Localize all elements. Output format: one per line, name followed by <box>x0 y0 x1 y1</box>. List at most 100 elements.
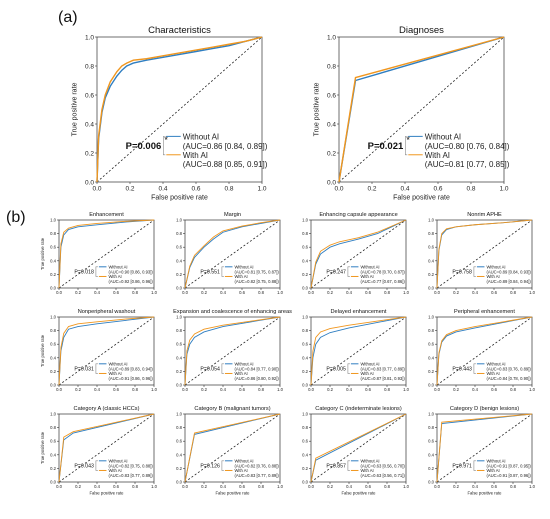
y-tick-label: 0.2 <box>302 369 308 374</box>
y-tick-label: 0.6 <box>302 439 308 444</box>
legend-entry: With AI <box>183 151 208 160</box>
legend-entry: Without AI <box>360 459 379 464</box>
x-tick-label: 1.0 <box>151 484 157 489</box>
x-tick-label: 1.0 <box>499 186 508 193</box>
y-tick-label: 1.0 <box>327 34 336 41</box>
y-tick-label: 1.0 <box>428 411 434 416</box>
x-tick-label: 0.6 <box>433 186 442 193</box>
roc-curve-without-ai <box>58 219 155 289</box>
y-tick-label: 0.2 <box>428 466 434 471</box>
y-tick-label: 0.6 <box>428 245 434 250</box>
roc-curve-without-ai <box>310 316 407 386</box>
x-tick-label: 1.0 <box>403 290 409 295</box>
legend-entry: (AUC=0.81 [0.75, 0.87]) <box>234 269 279 274</box>
chance-diagonal <box>436 219 533 289</box>
x-axis-label: False positive rate <box>151 195 208 202</box>
y-tick-label: 0.8 <box>50 231 56 236</box>
p-value-label: P=0.043 <box>74 463 94 469</box>
legend-entry: (AUC=0.89 [0.83, 0.94]) <box>108 366 153 371</box>
plot-frame <box>310 413 407 483</box>
legend-entry: Without AI <box>234 459 253 464</box>
legend-entry: (AUC=0.83 [0.76, 0.89]) <box>486 366 531 371</box>
chart-title: Enhancement <box>89 212 124 218</box>
y-tick-label: 0.6 <box>85 92 94 99</box>
chart-title: Expansion and coalescence of enhancing a… <box>173 309 292 315</box>
x-tick-label: 0.0 <box>92 186 101 193</box>
p-value-bracket <box>95 266 98 277</box>
y-tick-label: 1.0 <box>302 314 308 319</box>
legend-entry: Without AI <box>108 459 127 464</box>
roc-chart: Enhancing capsule appearance 0.0 0.2 0.4 0.6… <box>302 212 409 295</box>
x-tick-label: 1.0 <box>403 484 409 489</box>
x-tick-label: 0.2 <box>453 387 459 392</box>
x-tick-label: 0.0 <box>434 484 440 489</box>
x-tick-label: 0.6 <box>239 484 245 489</box>
chance-diagonal <box>338 36 505 183</box>
legend-entry: (AUC=0.78 [0.70, 0.87]) <box>360 269 405 274</box>
x-tick-label: 1.0 <box>277 484 283 489</box>
y-tick-label: 0.4 <box>428 452 434 457</box>
y-tick-label: 1.0 <box>50 314 56 319</box>
x-axis-label: False positive rate <box>342 490 377 495</box>
y-tick-label: 0.6 <box>302 342 308 347</box>
y-tick-label: 0.4 <box>327 121 336 128</box>
p-value-label: P=0.054 <box>200 366 220 372</box>
y-tick-label: 0.2 <box>176 272 182 277</box>
legend-entry: (AUC=0.91 [0.87, 0.95]) <box>486 463 531 468</box>
legend-entry: With AI <box>108 468 121 473</box>
roc-curve-with-ai <box>96 36 263 183</box>
roc-chart: Nonrim APHE 0.0 0.2 0.4 0.6 0.8 1.0 0.0 0.2 0.4 0.… <box>428 212 535 295</box>
chance-diagonal <box>184 316 281 386</box>
roc-curve-with-ai <box>184 219 281 289</box>
legend-entry: (AUC=0.83 [0.77, 0.89]) <box>360 366 405 371</box>
legend-entry: Without AI <box>234 362 253 367</box>
roc-chart: Peripheral enhancement 0.0 0.2 0.4 0.6 0.8 1.0… <box>428 309 535 392</box>
y-tick-label: 0.0 <box>428 479 434 484</box>
roc-curve-with-ai <box>436 413 533 483</box>
legend-entry: (AUC=0.84 [0.78, 0.90]) <box>486 376 531 381</box>
y-tick-label: 0.2 <box>327 150 336 157</box>
x-tick-label: 0.2 <box>201 484 207 489</box>
roc-curve-with-ai <box>58 219 155 289</box>
chart-title: Category B (malignant tumors) <box>194 406 270 412</box>
x-tick-label: 0.8 <box>224 186 233 193</box>
legend-entry: (AUC=0.63 [0.56, 0.71]) <box>360 473 405 478</box>
chance-diagonal <box>96 36 263 183</box>
roc-curve-with-ai <box>436 316 533 386</box>
x-tick-label: 0.0 <box>182 387 188 392</box>
legend-entry: Without AI <box>425 133 461 142</box>
chart-title: Nonrim APHE <box>467 212 502 218</box>
roc-curve-with-ai <box>310 413 407 483</box>
p-value-bracket <box>347 266 350 277</box>
legend-entry: With AI <box>486 274 499 279</box>
p-value-label: P=0.005 <box>326 366 346 372</box>
x-tick-label: 0.6 <box>365 387 371 392</box>
p-value-label: P=0.018 <box>74 269 94 275</box>
y-tick-label: 0.6 <box>50 439 56 444</box>
y-axis-label: True positive rate <box>40 237 45 270</box>
y-tick-label: 0.6 <box>50 245 56 250</box>
x-tick-label: 0.2 <box>453 484 459 489</box>
x-tick-label: 0.6 <box>239 387 245 392</box>
y-tick-label: 1.0 <box>50 217 56 222</box>
x-tick-label: 0.4 <box>220 290 226 295</box>
legend-entry: With AI <box>234 468 247 473</box>
x-tick-label: 0.2 <box>125 186 134 193</box>
y-tick-label: 0.8 <box>50 328 56 333</box>
y-tick-label: 0.8 <box>176 231 182 236</box>
x-tick-label: 0.8 <box>466 186 475 193</box>
x-tick-label: 0.6 <box>491 484 497 489</box>
x-tick-label: 0.2 <box>75 290 81 295</box>
y-axis-label: True positive rate <box>40 431 45 464</box>
y-tick-label: 0.0 <box>176 382 182 387</box>
chart-title: Enhancing capsule appearance <box>319 212 397 218</box>
x-tick-label: 0.8 <box>132 484 138 489</box>
y-tick-label: 0.6 <box>327 92 336 99</box>
x-tick-label: 0.4 <box>472 387 478 392</box>
y-tick-label: 1.0 <box>50 411 56 416</box>
y-tick-label: 0.8 <box>327 63 336 70</box>
y-tick-label: 0.8 <box>176 328 182 333</box>
chart-title: Margin <box>224 212 241 218</box>
y-tick-label: 0.6 <box>302 245 308 250</box>
